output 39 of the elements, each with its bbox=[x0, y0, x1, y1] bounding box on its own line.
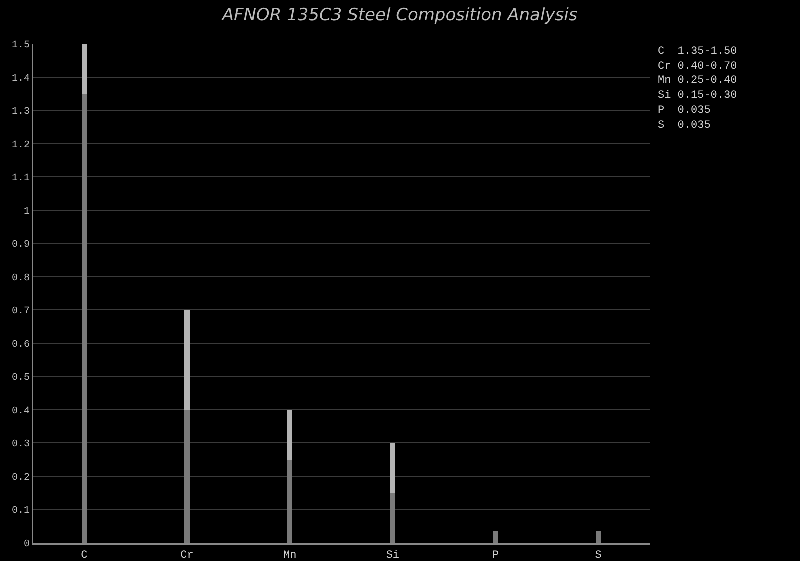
x-tick-label: P bbox=[492, 550, 500, 561]
y-tick-label: 1.3 bbox=[12, 107, 30, 118]
chart-title: AFNOR 135C3 Steel Composition Analysis bbox=[221, 5, 578, 26]
bar bbox=[493, 531, 498, 543]
bar bbox=[288, 410, 293, 460]
text: Mn 0.25-0.40 bbox=[658, 75, 738, 87]
y-tick-label: 0.9 bbox=[12, 240, 30, 252]
x-tick-label: C bbox=[81, 550, 88, 561]
y-tick-label: 0.1 bbox=[12, 506, 30, 518]
bar bbox=[82, 94, 87, 543]
y-tick-label: 0.6 bbox=[12, 340, 30, 351]
y-tick-label: 0.7 bbox=[12, 306, 30, 318]
y-tick-label: 0.3 bbox=[12, 440, 30, 451]
text: Cr 0.40-0.70 bbox=[658, 61, 738, 73]
y-tick-label: 0.4 bbox=[12, 406, 30, 418]
text: Si 0.15-0.30 bbox=[658, 90, 738, 102]
x-tick-label: Mn bbox=[283, 550, 297, 561]
y-tick-label: 0.8 bbox=[12, 273, 30, 284]
bar bbox=[184, 410, 190, 543]
bar bbox=[288, 460, 293, 543]
text: P 0.035 bbox=[658, 105, 711, 117]
bar bbox=[390, 443, 396, 494]
x-tick-label: Si bbox=[386, 550, 400, 561]
text: S 0.035 bbox=[658, 120, 711, 132]
y-tick-label: 1.5 bbox=[12, 40, 30, 52]
y-tick-label: 1.4 bbox=[12, 74, 30, 85]
y-tick-label: 0.2 bbox=[12, 472, 30, 484]
y-tick-label: 0 bbox=[24, 540, 30, 550]
x-tick-label: Cr bbox=[180, 550, 194, 561]
y-tick-label: 1.2 bbox=[12, 140, 30, 152]
bar bbox=[596, 531, 602, 543]
y-tick-label: 0.5 bbox=[12, 373, 30, 384]
bar bbox=[82, 44, 87, 94]
bar bbox=[184, 310, 190, 410]
bar bbox=[390, 493, 396, 543]
text: C 1.35-1.50 bbox=[658, 46, 738, 58]
x-tick-label: S bbox=[595, 550, 602, 561]
y-tick-label: 1 bbox=[24, 206, 30, 218]
y-tick-label: 1.1 bbox=[12, 174, 30, 185]
